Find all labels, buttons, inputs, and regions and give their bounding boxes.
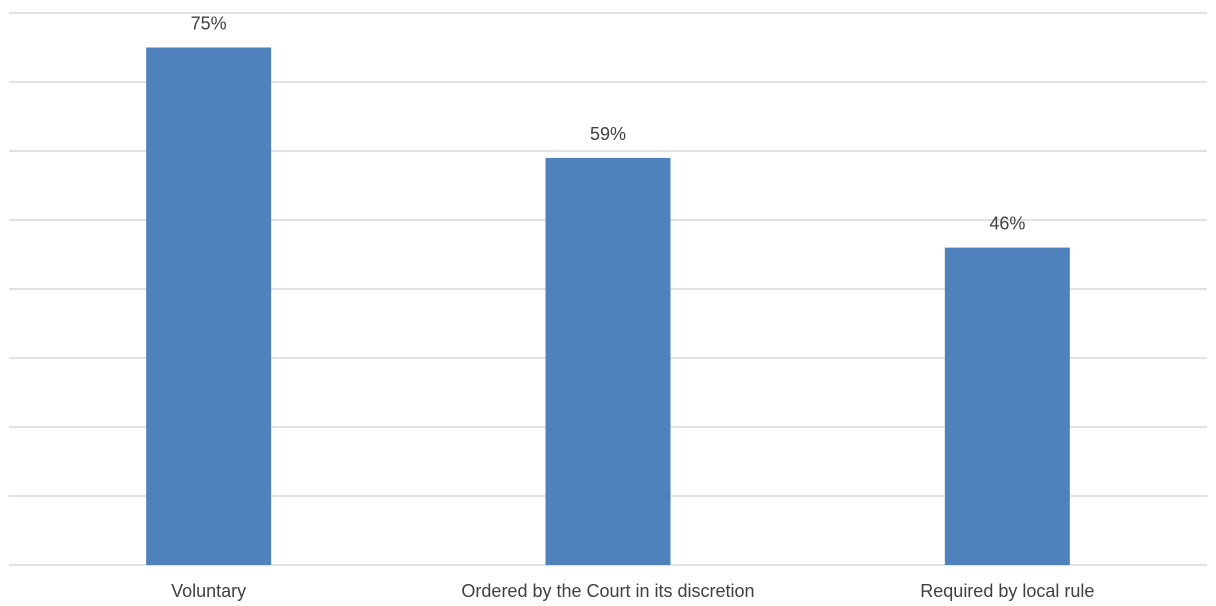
bar-1 xyxy=(146,47,272,565)
category-label-2: Ordered by the Court in its discretion xyxy=(461,581,754,601)
category-label-3: Required by local rule xyxy=(920,581,1094,601)
bars xyxy=(146,47,1070,565)
data-label-1: 75% xyxy=(191,14,227,34)
data-label-2: 59% xyxy=(590,124,626,144)
category-label-1: Voluntary xyxy=(171,581,246,601)
bar-2 xyxy=(545,157,671,565)
data-labels: 75% 59% 46% xyxy=(191,14,1026,234)
data-label-3: 46% xyxy=(989,214,1025,234)
bar-3 xyxy=(944,247,1070,565)
category-labels: Voluntary Ordered by the Court in its dis… xyxy=(171,581,1094,601)
